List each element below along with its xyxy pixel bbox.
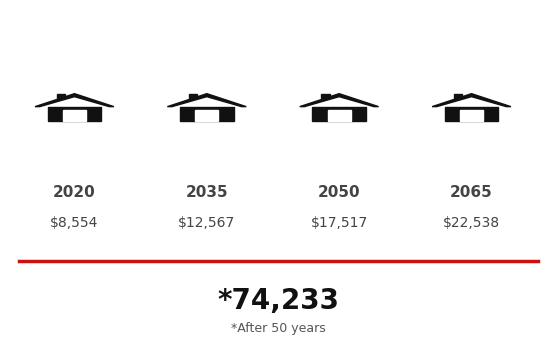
Text: 2035: 2035: [185, 185, 228, 200]
Text: $22,538: $22,538: [443, 216, 500, 230]
Polygon shape: [57, 94, 65, 98]
Polygon shape: [168, 93, 246, 107]
Polygon shape: [328, 110, 350, 121]
Text: $17,517: $17,517: [311, 216, 368, 230]
Polygon shape: [189, 94, 198, 98]
Text: $12,567: $12,567: [178, 216, 236, 230]
Text: 2050: 2050: [318, 185, 360, 200]
Polygon shape: [460, 110, 483, 121]
Polygon shape: [196, 110, 218, 121]
Polygon shape: [432, 93, 511, 107]
Polygon shape: [312, 107, 366, 121]
Polygon shape: [63, 110, 86, 121]
Text: *74,233: *74,233: [217, 287, 340, 315]
Polygon shape: [180, 107, 234, 121]
Polygon shape: [35, 93, 114, 107]
Text: 2065: 2065: [450, 185, 493, 200]
Polygon shape: [444, 107, 499, 121]
Polygon shape: [453, 94, 462, 98]
Polygon shape: [300, 93, 379, 107]
Polygon shape: [321, 94, 330, 98]
Text: *After 50 years: *After 50 years: [231, 322, 326, 335]
Polygon shape: [47, 107, 101, 121]
Text: 2020: 2020: [53, 185, 96, 200]
Text: $8,554: $8,554: [50, 216, 99, 230]
